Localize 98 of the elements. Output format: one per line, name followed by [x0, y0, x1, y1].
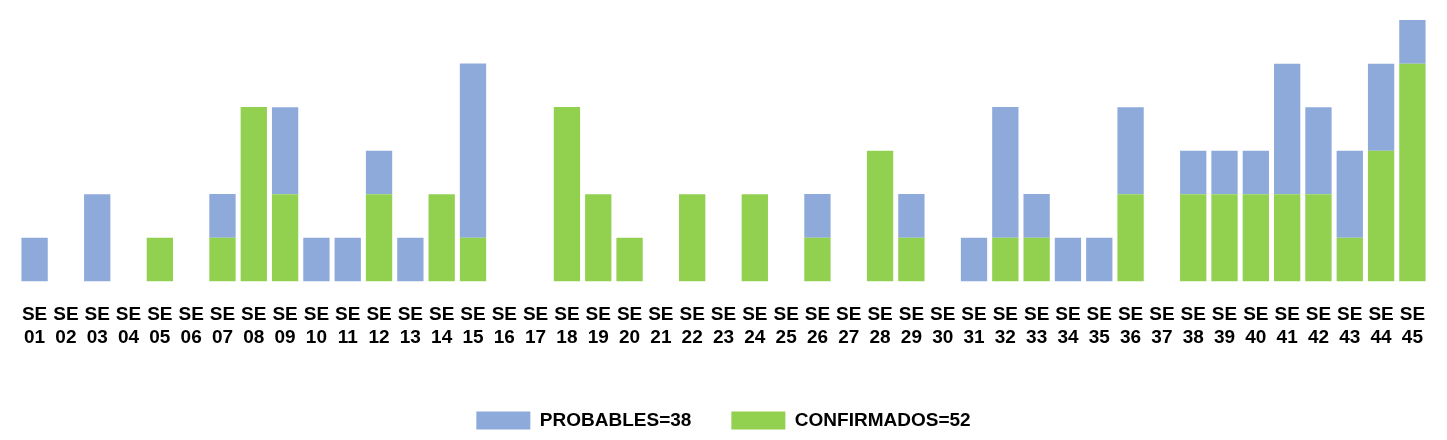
bar: [1211, 150, 1238, 195]
bar: [428, 194, 455, 282]
bar: [1242, 194, 1269, 282]
bar: [1399, 20, 1426, 64]
x-tick-label: SE 02: [53, 303, 79, 347]
x-tick-label: SE 42: [1305, 303, 1332, 347]
x-tick-label: SE 15: [460, 303, 486, 347]
bar: [146, 237, 173, 282]
bar: [992, 107, 1019, 238]
x-tick-label: SE 32: [992, 303, 1018, 347]
bar: [1180, 150, 1207, 195]
x-tick-label: SE 19: [585, 303, 611, 347]
x-tick-label: SE 16: [491, 303, 517, 347]
x-tick-label: SE 34: [1055, 303, 1081, 347]
bar: [1305, 107, 1332, 195]
x-tick-label: SE 39: [1211, 303, 1238, 347]
x-tick-label: SE 10: [303, 303, 330, 347]
bar: [397, 237, 424, 282]
bar: [459, 237, 487, 282]
bar: [741, 194, 768, 282]
x-tick-label: SE 09: [272, 303, 298, 347]
bar: [960, 237, 988, 282]
bar: [240, 107, 267, 282]
bar: [804, 194, 831, 238]
x-tick-label: SE 31: [961, 303, 987, 347]
bar: [365, 194, 393, 282]
x-tick-label: SE 44: [1368, 303, 1394, 347]
bar: [1023, 194, 1050, 238]
x-tick-label: SE 23: [710, 303, 737, 347]
x-tick-label: SE 14: [429, 303, 455, 347]
x-tick-label: SE 11: [335, 303, 361, 347]
bar: [334, 237, 361, 282]
x-tick-label: SE 20: [616, 303, 643, 347]
x-tick-label: SE 18: [554, 303, 580, 347]
bar: [616, 237, 643, 282]
x-tick-label: SE 07: [209, 303, 236, 347]
bar: [1336, 150, 1363, 238]
x-tick-label: SE 26: [804, 303, 831, 347]
bar: [365, 150, 393, 195]
x-tick-label: SE 30: [930, 303, 956, 347]
bar: [1054, 237, 1082, 282]
x-tick-label: SE 33: [1023, 303, 1050, 347]
bar: [209, 194, 236, 238]
x-tick-label: SE 37: [1149, 303, 1175, 347]
x-tick-label: SE 17: [522, 303, 549, 347]
x-tick-label: SE 41: [1274, 303, 1300, 347]
x-tick-label: SE 13: [397, 303, 424, 347]
bar: [459, 63, 487, 238]
bar: [1367, 63, 1395, 151]
bar: [898, 194, 925, 238]
x-tick-label: SE 28: [867, 303, 893, 347]
bar: [992, 237, 1019, 282]
bar: [553, 107, 581, 282]
bar: [271, 194, 299, 282]
bar: [898, 237, 925, 282]
bar: [271, 107, 299, 195]
x-tick-label: SE 38: [1180, 303, 1206, 347]
x-tick-label: SE 21: [648, 303, 674, 347]
x-tick-label: SE 01: [21, 303, 48, 347]
bar: [1367, 150, 1395, 282]
x-tick-label: SE 29: [898, 303, 925, 347]
bar: [1180, 194, 1207, 282]
x-tick-label: SE 24: [742, 303, 768, 347]
x-tick-label: SE 25: [773, 303, 799, 347]
bar: [1305, 194, 1332, 282]
bar: [866, 150, 894, 282]
x-tick-label: SE 36: [1117, 303, 1144, 347]
x-tick-label: SE 43: [1337, 303, 1363, 347]
bar: [1336, 237, 1363, 282]
x-tick-label: SE 12: [366, 303, 392, 347]
legend-label: CONFIRMADOS=52: [794, 408, 971, 430]
bar: [804, 237, 831, 282]
bar: [1274, 194, 1301, 282]
bar: [21, 237, 48, 282]
x-tick-label: SE 06: [178, 303, 204, 347]
x-tick-label: SE 04: [115, 303, 142, 347]
bar: [1117, 194, 1144, 282]
x-tick-label: SE 03: [84, 303, 110, 347]
bar: [1274, 63, 1301, 195]
x-tick-label: SE 35: [1086, 303, 1112, 347]
x-tick-label: SE 45: [1399, 303, 1426, 347]
bar: [585, 194, 612, 282]
x-tick-label: SE 40: [1243, 303, 1269, 347]
legend-label: PROBABLES=38: [539, 408, 692, 430]
bar: [1023, 237, 1050, 282]
x-tick-label: SE 27: [836, 303, 862, 347]
bar: [303, 237, 330, 282]
x-tick-label: SE 22: [679, 303, 705, 347]
x-tick-label: SE 08: [241, 303, 267, 347]
bar: [679, 194, 706, 282]
bar: [209, 237, 236, 282]
bar: [1399, 63, 1426, 282]
bar: [84, 194, 111, 282]
bar: [1211, 194, 1238, 282]
bar: [1117, 107, 1144, 195]
bar: [1086, 237, 1113, 282]
x-tick-label: SE 05: [147, 303, 173, 347]
bar: [1242, 150, 1269, 195]
